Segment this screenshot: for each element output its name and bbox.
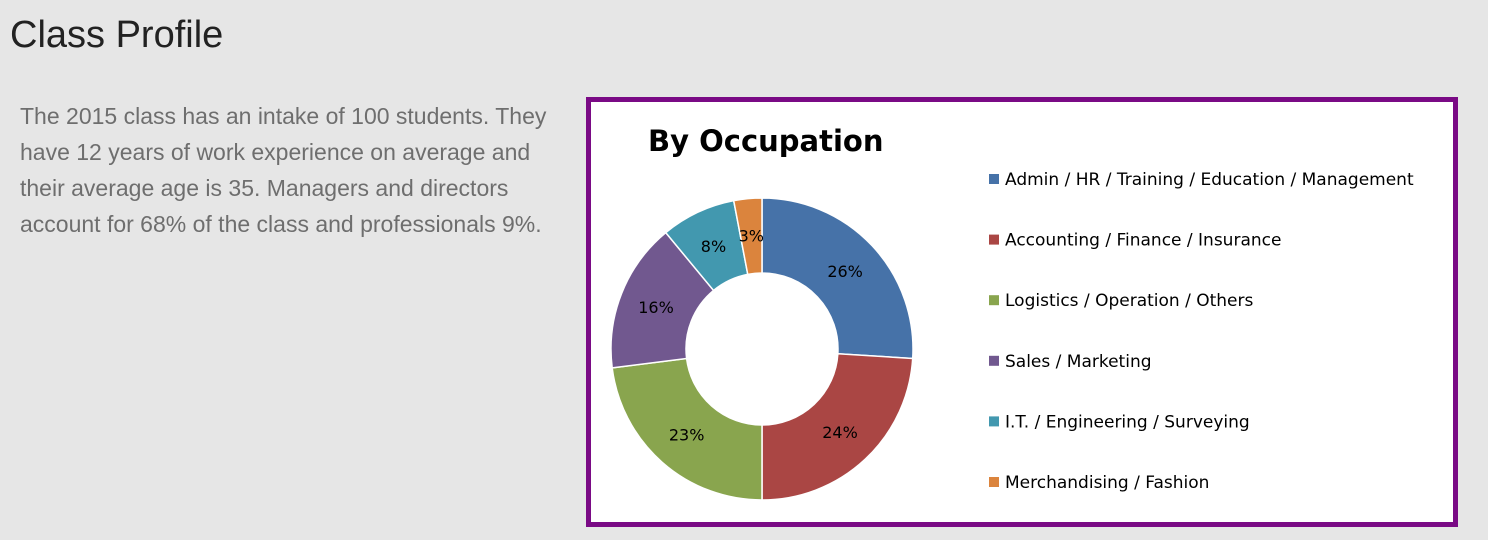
legend-swatch-merchandising-fashion — [989, 477, 999, 487]
donut-slice-accounting-finance-insurance — [761, 352, 914, 501]
data-label-merchandising-fashion: 3% — [739, 227, 764, 246]
legend-label-i-t-engineering-surveying: I.T. / Engineering / Surveying — [1005, 412, 1250, 432]
chart-title: By Occupation — [648, 124, 883, 158]
donut-slices — [610, 197, 914, 501]
legend-swatch-accounting-finance-insurance — [989, 234, 999, 245]
data-label-i-t-engineering-surveying: 8% — [701, 237, 726, 256]
occupation-donut-chart: By Occupation 26% 24% 23% 16% 8% 3% Admin / H… — [610, 124, 1414, 501]
data-label-sales-marketing: 16% — [638, 298, 674, 317]
intro-paragraph: The 2015 class has an intake of 100 stud… — [20, 103, 547, 237]
data-label-admin-hr-training-education-management: 26% — [827, 262, 863, 281]
legend-swatch-i-t-engineering-surveying — [989, 416, 999, 427]
donut-slice-merchandising-fashion — [732, 197, 763, 276]
legend-label-merchandising-fashion: Merchandising / Fashion — [1005, 473, 1209, 493]
page-title: Class Profile — [10, 14, 224, 56]
donut-slice-logistics-operation-others — [611, 357, 763, 501]
legend-label-admin-hr-training-education-management: Admin / HR / Training / Education / Mana… — [1005, 170, 1414, 190]
occupation-chart-frame: By Occupation 26% 24% 23% 16% 8% 3% Admin / H… — [586, 97, 1458, 527]
legend-swatch-admin-hr-training-education-management — [989, 174, 999, 184]
donut-slice-admin-hr-training-education-management — [761, 197, 914, 360]
legend-label-sales-marketing: Sales / Marketing — [1005, 352, 1152, 372]
donut-slice-labels: 26% 24% 23% 16% 8% 3% — [638, 227, 863, 445]
data-label-accounting-finance-insurance: 24% — [822, 423, 858, 442]
legend-label-accounting-finance-insurance: Accounting / Finance / Insurance — [1005, 231, 1281, 251]
legend-swatch-logistics-operation-others — [989, 295, 999, 306]
data-label-logistics-operation-others: 23% — [669, 426, 705, 445]
legend-swatch-sales-marketing — [989, 355, 999, 366]
legend-label-logistics-operation-others: Logistics / Operation / Others — [1005, 291, 1253, 311]
chart-legend: Admin / HR / Training / Education / Mana… — [989, 170, 1414, 493]
